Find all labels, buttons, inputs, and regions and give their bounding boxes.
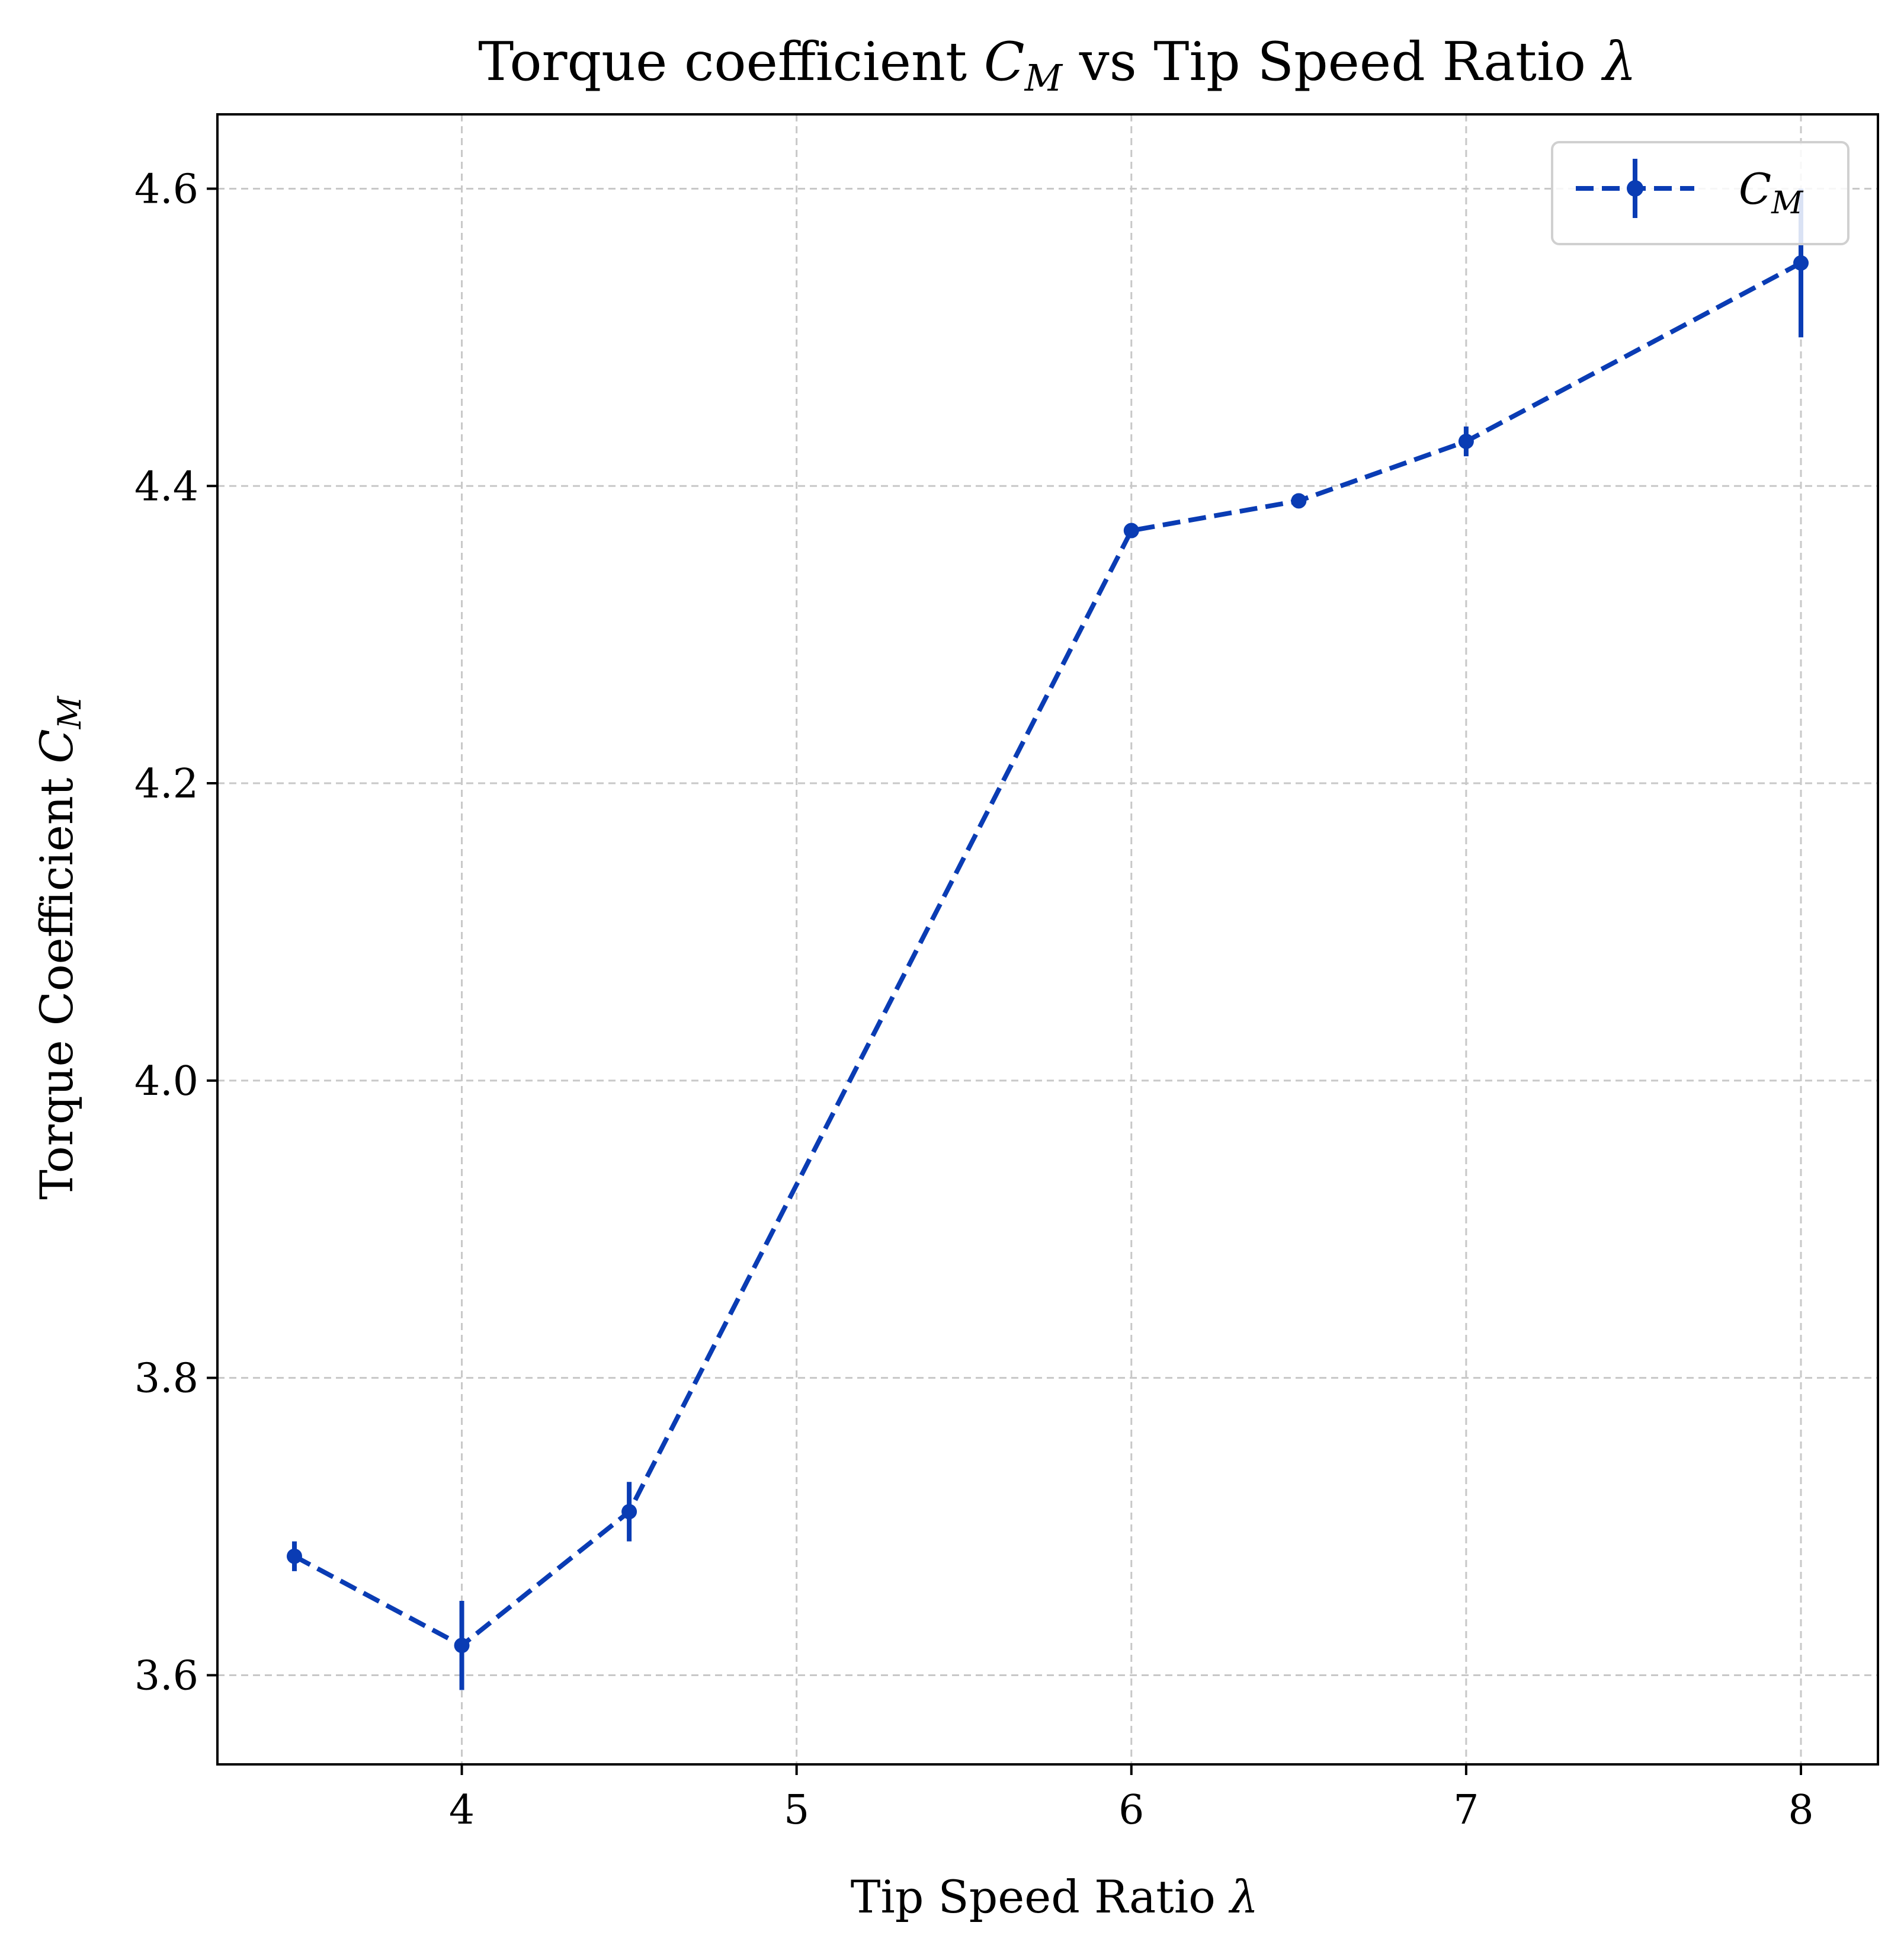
title-lambda: λ [1601, 31, 1637, 93]
x-tick-label: 5 [784, 1787, 809, 1834]
legend-subscript: M [1771, 185, 1804, 221]
title-subscript: M [1024, 56, 1063, 100]
title-symbol: C [984, 31, 1025, 93]
data-point [1291, 493, 1307, 509]
title-rest: vs Tip Speed Ratio [1062, 31, 1603, 93]
y-axis-label-subscript: M [51, 695, 88, 729]
y-axis-label: Torque Coefficient CM [30, 695, 88, 1199]
data-point [1123, 523, 1139, 539]
plot-frame [216, 113, 1879, 1766]
legend: CM [1551, 141, 1849, 245]
y-tick-label: 4.0 [134, 1058, 198, 1105]
x-axis-label: Tip Speed Ratio λ [851, 1870, 1259, 1923]
y-tick-label: 4.2 [134, 761, 198, 808]
legend-marker-sample [1627, 180, 1643, 197]
x-axis-label-main: Tip Speed Ratio [851, 1870, 1230, 1923]
legend-symbol: C [1739, 164, 1771, 214]
data-point [1458, 433, 1474, 449]
data-point [621, 1504, 637, 1520]
data-points [286, 255, 1809, 1654]
y-tick-label: 4.4 [134, 463, 198, 510]
y-ticks: 3.6 3.8 4.0 4.2 4.4 4.6 [134, 166, 217, 1699]
y-tick-label: 3.8 [134, 1356, 198, 1402]
x-axis-label-lambda: λ [1228, 1870, 1258, 1923]
x-tick-label: 4 [449, 1787, 475, 1834]
y-axis-label-symbol: C [30, 729, 83, 763]
grid-lines [217, 114, 1878, 1764]
y-tick-label: 3.6 [134, 1652, 198, 1699]
x-tick-label: 8 [1788, 1787, 1813, 1834]
x-tick-label: 7 [1453, 1787, 1479, 1834]
title-main: Torque coefficient [478, 31, 983, 93]
data-point [286, 1548, 302, 1564]
x-tick-label: 6 [1118, 1787, 1144, 1834]
data-point [454, 1638, 470, 1654]
x-ticks: 4 5 6 7 8 [449, 1764, 1814, 1834]
y-axis-label-main: Torque Coefficient [30, 764, 83, 1200]
chart-title: Torque coefficient CM vs Tip Speed Ratio… [478, 31, 1636, 100]
data-point [1793, 255, 1809, 271]
y-tick-label: 4.6 [134, 166, 198, 213]
legend-box [1551, 141, 1849, 245]
legend-label: CM [1739, 164, 1804, 221]
